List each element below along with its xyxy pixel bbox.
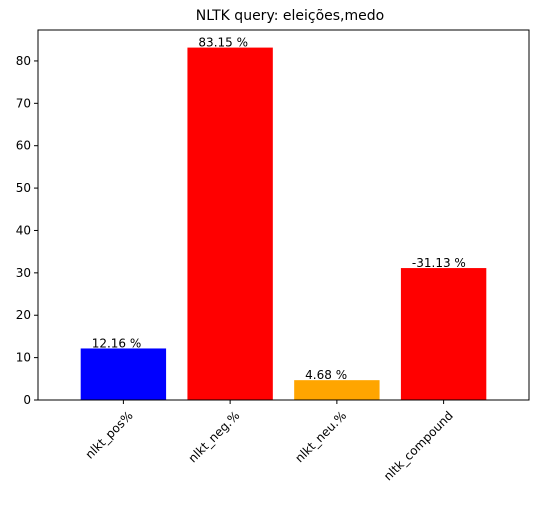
data-label-0: 12.16 % bbox=[92, 336, 142, 350]
y-tick-label-0: 0 bbox=[23, 393, 31, 407]
data-label-2: 4.68 % bbox=[305, 368, 347, 382]
plot-frame bbox=[37, 29, 530, 401]
bar-0 bbox=[80, 348, 167, 400]
x-tick-label-3: nltk_compound bbox=[381, 408, 456, 483]
y-axis: 0 10 20 30 40 50 60 70 80 bbox=[16, 54, 38, 407]
bar-2 bbox=[294, 380, 380, 400]
y-tick-label-5: 50 bbox=[16, 181, 31, 195]
chart-title: NLTK query: eleições,medo bbox=[196, 8, 384, 24]
y-tick-label-4: 40 bbox=[16, 223, 31, 237]
bar-3 bbox=[400, 268, 487, 400]
y-tick-label-7: 70 bbox=[16, 96, 31, 110]
x-axis: nlkt_pos% nlkt_neg.% nlkt_neu.% nltk_compou… bbox=[83, 400, 456, 483]
x-tick-label-0: nlkt_pos% bbox=[83, 408, 136, 461]
y-tick-label-2: 20 bbox=[16, 308, 31, 322]
y-tick-label-6: 60 bbox=[16, 139, 31, 153]
data-label-3: -31.13 % bbox=[412, 256, 466, 270]
y-tick-label-8: 80 bbox=[16, 54, 31, 68]
x-tick-label-1: nlkt_neg.% bbox=[186, 408, 243, 465]
data-labels-layer: 12.16 % 83.15 % 4.68 % -31.13 % bbox=[92, 36, 466, 383]
y-tick-label-3: 30 bbox=[16, 266, 31, 280]
bar-1 bbox=[187, 47, 273, 400]
y-tick-label-1: 10 bbox=[16, 351, 31, 365]
data-label-1: 83.15 % bbox=[198, 36, 248, 50]
x-tick-label-2: nlkt_neu.% bbox=[292, 408, 349, 465]
bars-layer bbox=[80, 47, 487, 400]
